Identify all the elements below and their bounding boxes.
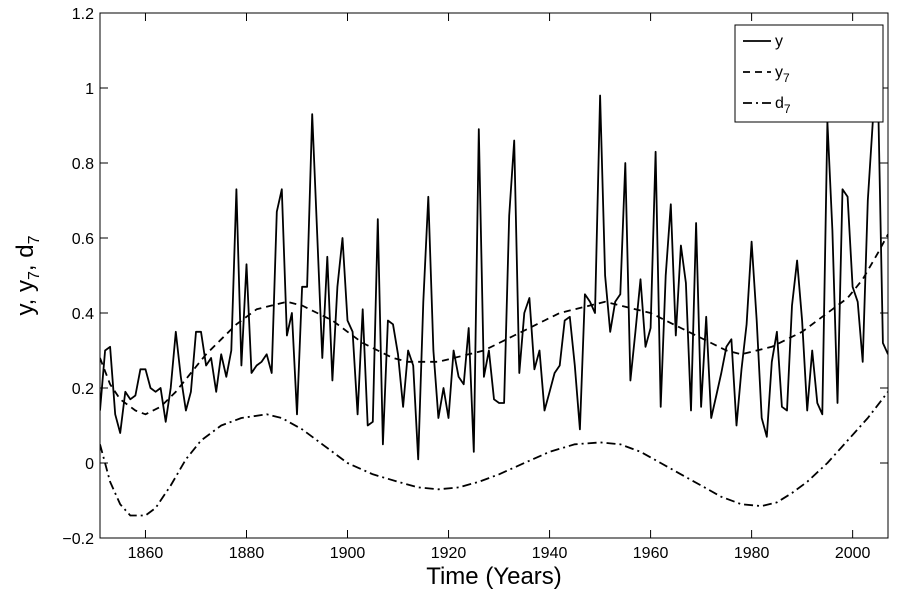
legend-label-1: y7 (775, 64, 790, 85)
y-axis-title: y, y7, d7 (12, 235, 43, 315)
y-tick-label: −0.2 (62, 531, 94, 548)
y-axis-title-part: , d (12, 244, 39, 271)
x-axis-title: Time (Years) (426, 563, 562, 590)
y-tick-label: 0.2 (72, 381, 94, 398)
x-tick-label: 1880 (229, 545, 265, 562)
series-line-0 (100, 87, 888, 461)
x-tick-label: 1980 (734, 545, 770, 562)
legend: y y7 d7 (734, 24, 884, 123)
y-tick-label: 1 (85, 81, 94, 98)
x-tick-label: 1900 (330, 545, 366, 562)
y-tick-label: 0.4 (72, 306, 94, 323)
legend-box (734, 24, 884, 123)
x-tick-label: 2000 (835, 545, 871, 562)
y-tick-label: 0.6 (72, 231, 94, 248)
axes-layer (99, 12, 889, 539)
series-layer (100, 87, 888, 517)
x-tick-label: 1960 (633, 545, 669, 562)
legend-label-0: y (775, 33, 783, 50)
y-axis-title-part: y, y (12, 280, 39, 316)
series-line-1 (100, 233, 888, 416)
x-tick-label: 1920 (431, 545, 467, 562)
y-tick-label: 0.8 (72, 156, 94, 173)
ticks-layer: 1860 1880 1900 1920 1940 1960 1980 2000 −0.2 0 0.2… (62, 6, 888, 562)
y-axis-title-subscript: 7 (26, 235, 43, 244)
y-tick-label: 1.2 (72, 6, 94, 23)
legend-label-2: d7 (775, 95, 791, 116)
axes-frame (99, 12, 889, 539)
y-tick-label: 0 (85, 456, 94, 473)
x-tick-label: 1940 (532, 545, 568, 562)
x-tick-label: 1860 (128, 545, 164, 562)
y-axis-title-subscript: 7 (26, 271, 43, 280)
series-line-2 (100, 391, 888, 517)
